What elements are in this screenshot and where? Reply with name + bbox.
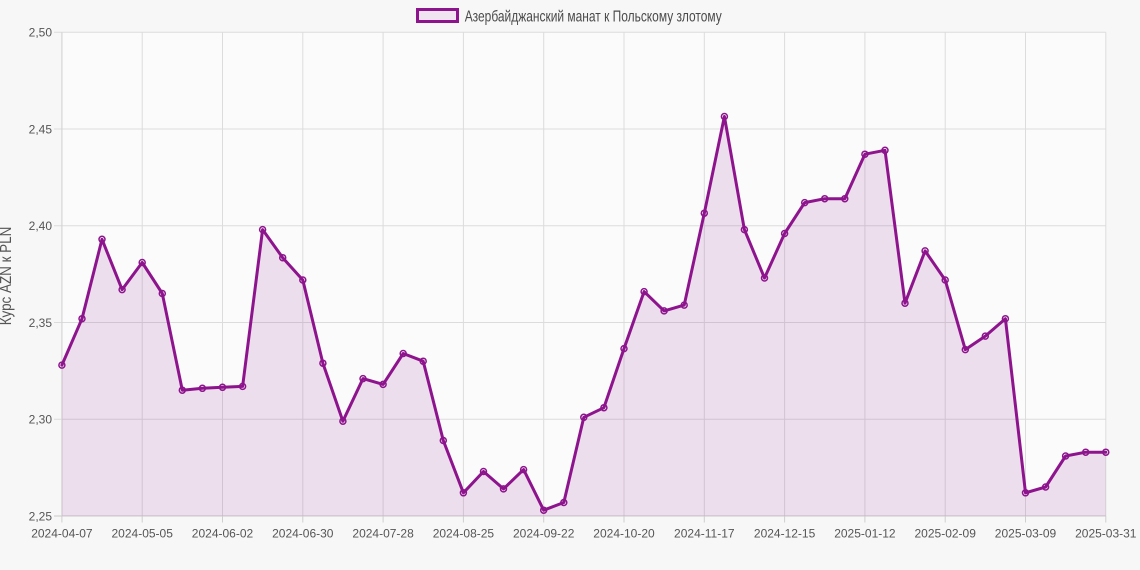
svg-text:2025-02-09: 2025-02-09: [915, 527, 977, 541]
svg-text:2024-04-07: 2024-04-07: [31, 527, 93, 541]
svg-text:2024-10-20: 2024-10-20: [593, 527, 655, 541]
svg-text:Азербайджанский манат к Польск: Азербайджанский манат к Польскому злотом…: [465, 8, 722, 25]
svg-text:2,40: 2,40: [29, 219, 53, 233]
svg-text:2024-06-02: 2024-06-02: [192, 527, 254, 541]
svg-text:2025-01-12: 2025-01-12: [834, 527, 896, 541]
svg-text:2024-06-30: 2024-06-30: [272, 527, 334, 541]
svg-text:2024-08-25: 2024-08-25: [433, 527, 495, 541]
svg-text:2,35: 2,35: [29, 316, 53, 330]
svg-text:2024-11-17: 2024-11-17: [674, 527, 735, 541]
svg-text:Курс AZN к PLN: Курс AZN к PLN: [0, 227, 15, 326]
svg-text:2024-09-22: 2024-09-22: [513, 527, 575, 541]
svg-text:2025-03-31: 2025-03-31: [1075, 527, 1137, 541]
svg-text:2024-05-05: 2024-05-05: [112, 527, 174, 541]
svg-text:2,45: 2,45: [29, 122, 53, 136]
svg-text:2024-07-28: 2024-07-28: [352, 527, 414, 541]
svg-text:2,25: 2,25: [29, 509, 53, 523]
svg-text:2024-12-15: 2024-12-15: [754, 527, 816, 541]
svg-text:2,30: 2,30: [29, 413, 53, 427]
svg-text:2025-03-09: 2025-03-09: [995, 527, 1057, 541]
svg-text:2,50: 2,50: [29, 26, 53, 40]
